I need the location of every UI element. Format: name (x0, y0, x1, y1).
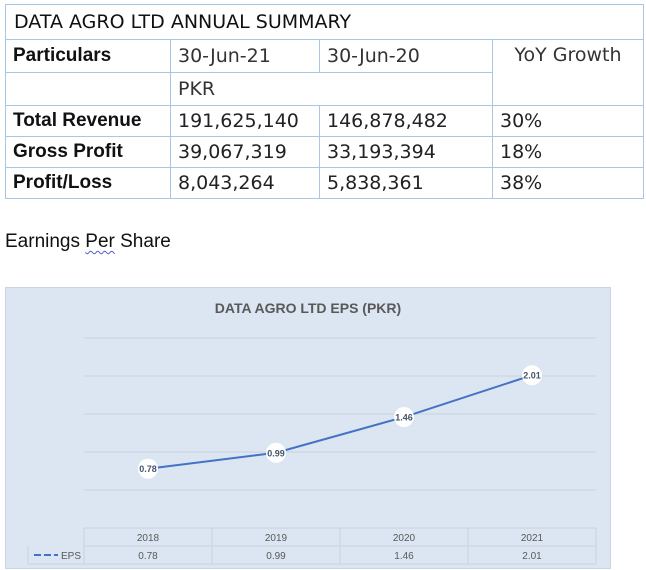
chart-plot: 2018 2019 2020 2021 0.78 0.99 1.46 2.01 EPS 0.78 0… (27, 337, 597, 565)
data-point (394, 407, 414, 428)
data-label: 0.78 (139, 464, 157, 474)
data-table-value: 2.01 (522, 551, 542, 562)
cell-fy20: 5,838,361 (319, 167, 493, 199)
cell-fy21: 8,043,264 (170, 167, 320, 199)
data-label: 1.46 (395, 413, 413, 423)
category-label: 2019 (265, 533, 288, 544)
table-title: DATA AGRO LTD ANNUAL SUMMARY (5, 4, 644, 40)
section-heading: Earnings Per Share (5, 231, 171, 253)
eps-chart[interactable]: DATA AGRO LTD EPS (PKR) 2018 2019 2020 2021… (5, 287, 611, 569)
table-header-row: Particulars 30-Jun-21 30-Jun-20 YoY Grow… (5, 39, 644, 106)
cell-growth: 18% (492, 136, 644, 168)
table-title-row: DATA AGRO LTD ANNUAL SUMMARY (5, 4, 644, 40)
category-label: 2020 (393, 533, 416, 544)
row-label: Profit/Loss (5, 167, 171, 199)
chart-title: DATA AGRO LTD EPS (PKR) (214, 300, 402, 316)
data-label: 2.01 (523, 371, 541, 381)
data-table-value: 0.78 (138, 551, 158, 562)
cell-growth: 38% (492, 167, 644, 199)
category-label: 2021 (521, 533, 544, 544)
annual-summary-table: DATA AGRO LTD ANNUAL SUMMARY Particulars… (5, 4, 644, 199)
legend-label-eps: EPS (61, 551, 81, 562)
header-particulars: Particulars (5, 39, 171, 73)
cell-growth: 30% (492, 105, 644, 137)
header-fy20: 30-Jun-20 (319, 39, 493, 73)
header-yoy-growth: YoY Growth (492, 39, 644, 106)
data-label: 0.99 (267, 448, 285, 458)
eps-series-line (147, 374, 533, 470)
table-row: Total Revenue 191,625,140 146,878,482 30… (5, 105, 644, 137)
table-row: Gross Profit 39,067,319 33,193,394 18% (5, 136, 644, 168)
cell-fy21: 191,625,140 (170, 105, 320, 137)
cell-fy21: 39,067,319 (170, 136, 320, 168)
unit-label: PKR (170, 72, 493, 106)
data-point (138, 458, 158, 479)
data-table-value: 0.99 (266, 551, 286, 562)
row-label: Total Revenue (5, 105, 171, 137)
data-point (266, 442, 286, 463)
header-fy21: 30-Jun-21 (170, 39, 320, 73)
heading-part-2: Share (114, 231, 171, 252)
category-label: 2018 (137, 533, 160, 544)
row-label: Gross Profit (5, 136, 171, 168)
cell-fy20: 33,193,394 (319, 136, 493, 168)
cell-fy20: 146,878,482 (319, 105, 493, 137)
unit-spacer (5, 72, 171, 106)
data-point (522, 365, 542, 386)
heading-part-1: Earnings (5, 231, 86, 252)
spellcheck-word: Per (85, 231, 115, 252)
data-table-value: 1.46 (394, 551, 414, 562)
table-row: Profit/Loss 8,043,264 5,838,361 38% (5, 167, 644, 199)
